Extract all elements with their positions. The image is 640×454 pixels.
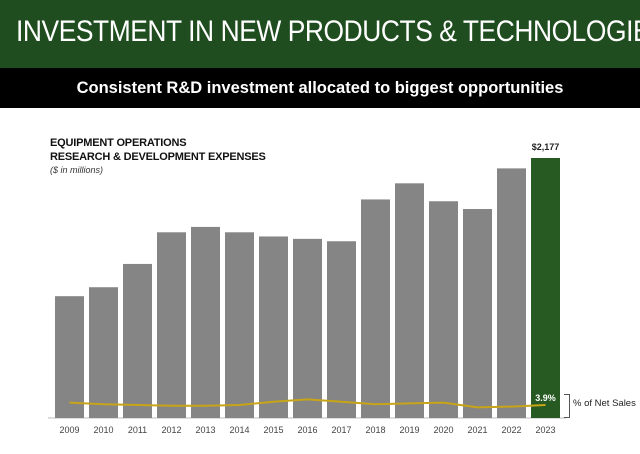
x-tick-label-2019: 2019 (399, 425, 419, 435)
x-tick-label-2021: 2021 (467, 425, 487, 435)
x-tick-label-2022: 2022 (501, 425, 521, 435)
bar-2016 (293, 238, 322, 418)
pct-end-label-box (531, 391, 560, 404)
bar-2015 (259, 236, 288, 418)
bar-2017 (327, 241, 356, 418)
pct-net-sales-line (69, 398, 546, 409)
bar-2019 (395, 183, 424, 418)
page-subtitle: Consistent R&D investment allocated to b… (76, 79, 564, 97)
title-banner: INVESTMENT IN NEW PRODUCTS & TECHNOLOGIE… (0, 0, 640, 68)
bar-2020 (429, 201, 458, 418)
bar-2018 (361, 199, 390, 418)
bar-2014 (225, 232, 254, 418)
legend-bracket (564, 394, 570, 418)
x-tick-label-2012: 2012 (161, 425, 181, 435)
legend-pct-net-sales: % of Net Sales (573, 398, 636, 409)
subtitle-bar: Consistent R&D investment allocated to b… (0, 68, 640, 108)
page-title: INVESTMENT IN NEW PRODUCTS & TECHNOLOGIE… (16, 15, 640, 48)
x-tick-label-2009: 2009 (59, 425, 79, 435)
x-tick-label-2018: 2018 (365, 425, 385, 435)
bar-2009 (55, 296, 84, 418)
bar-2021 (463, 208, 492, 418)
chart-title: EQUIPMENT OPERATIONS (50, 137, 187, 149)
data-label-2023: $2,177 (532, 142, 560, 152)
bar-2010 (89, 287, 118, 418)
bar-2022 (497, 168, 526, 418)
x-tick-label-2015: 2015 (263, 425, 283, 435)
chart-heading: EQUIPMENT OPERATIONS RESEARCH & DEVELOPM… (50, 136, 266, 176)
bar-2011 (123, 263, 152, 418)
x-tick-label-2010: 2010 (93, 425, 113, 435)
bar-2012 (157, 232, 186, 418)
x-tick-label-2016: 2016 (297, 425, 317, 435)
bar-2023 (531, 158, 560, 418)
x-tick-label-2014: 2014 (229, 425, 249, 435)
chart-units-note: ($ in millions) (50, 165, 104, 175)
bar-2013 (191, 226, 220, 418)
x-tick-label-2023: 2023 (535, 425, 555, 435)
chart-subtitle: RESEARCH & DEVELOPMENT EXPENSES (50, 151, 266, 163)
x-tick-label-2013: 2013 (195, 425, 215, 435)
x-tick-label-2020: 2020 (433, 425, 453, 435)
x-tick-label-2017: 2017 (331, 425, 351, 435)
pct-end-label: 3.9% (535, 393, 556, 403)
x-tick-label-2011: 2011 (128, 425, 147, 435)
